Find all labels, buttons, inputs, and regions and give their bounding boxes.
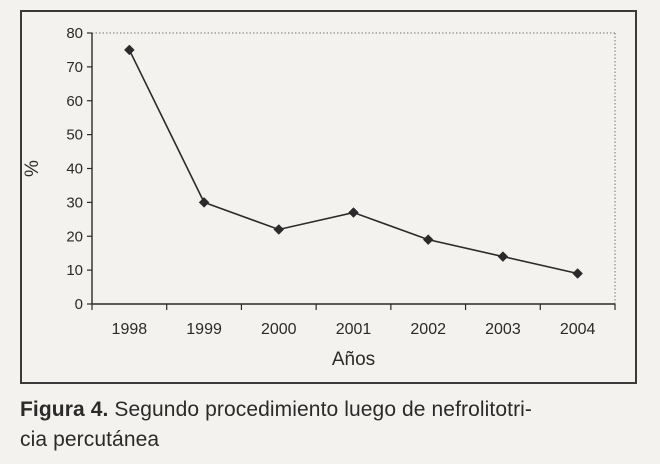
y-tick-label: 70: [66, 59, 83, 76]
x-tick-label: 1998: [112, 321, 148, 338]
chart-frame: [20, 10, 637, 384]
x-tick-label: 2003: [485, 321, 521, 338]
data-point-marker: [422, 234, 434, 245]
series-group: [124, 44, 583, 279]
line-chart: 0 10 20 30 40 50 60 70 80 1998 1999 2000 2001 2002 20…: [22, 25, 616, 370]
x-axis-title: Años: [332, 349, 375, 370]
y-tick-label: 40: [66, 161, 83, 178]
y-tick-label: 50: [66, 127, 83, 144]
data-point-marker: [348, 207, 359, 218]
x-tick-label: 2004: [560, 321, 596, 338]
caption-text-line1: Segundo procedimiento luego de nefrolito…: [108, 398, 533, 421]
figure-caption: Figura 4. Segundo procedimiento luego de…: [20, 395, 640, 455]
x-axis: 1998 1999 2000 2001 2002 2003 2004: [91, 303, 616, 338]
y-tick-label: 0: [75, 296, 83, 313]
x-tick-label: 2000: [261, 321, 297, 338]
data-point-marker: [572, 268, 583, 279]
x-tick-label: 1999: [186, 321, 222, 338]
y-axis: 0 10 20 30 40 50 60 70 80: [66, 25, 93, 313]
caption-text-line2: cia percutánea: [20, 428, 160, 451]
y-tick-label: 80: [66, 25, 83, 42]
data-point-marker: [497, 251, 509, 262]
data-point-marker: [273, 224, 285, 235]
y-tick-label: 20: [66, 228, 83, 245]
y-tick-label: 30: [66, 194, 83, 211]
figure-label: Figura 4.: [20, 398, 109, 421]
y-tick-label: 60: [66, 93, 83, 110]
x-tick-label: 2001: [336, 321, 372, 338]
x-tick-label: 2002: [410, 321, 446, 338]
y-tick-label: 10: [66, 262, 83, 279]
series-line: [128, 49, 578, 275]
data-point-marker: [198, 197, 210, 208]
y-axis-title: %: [22, 160, 43, 177]
plot-area: [92, 32, 616, 304]
data-point-marker: [124, 44, 135, 56]
